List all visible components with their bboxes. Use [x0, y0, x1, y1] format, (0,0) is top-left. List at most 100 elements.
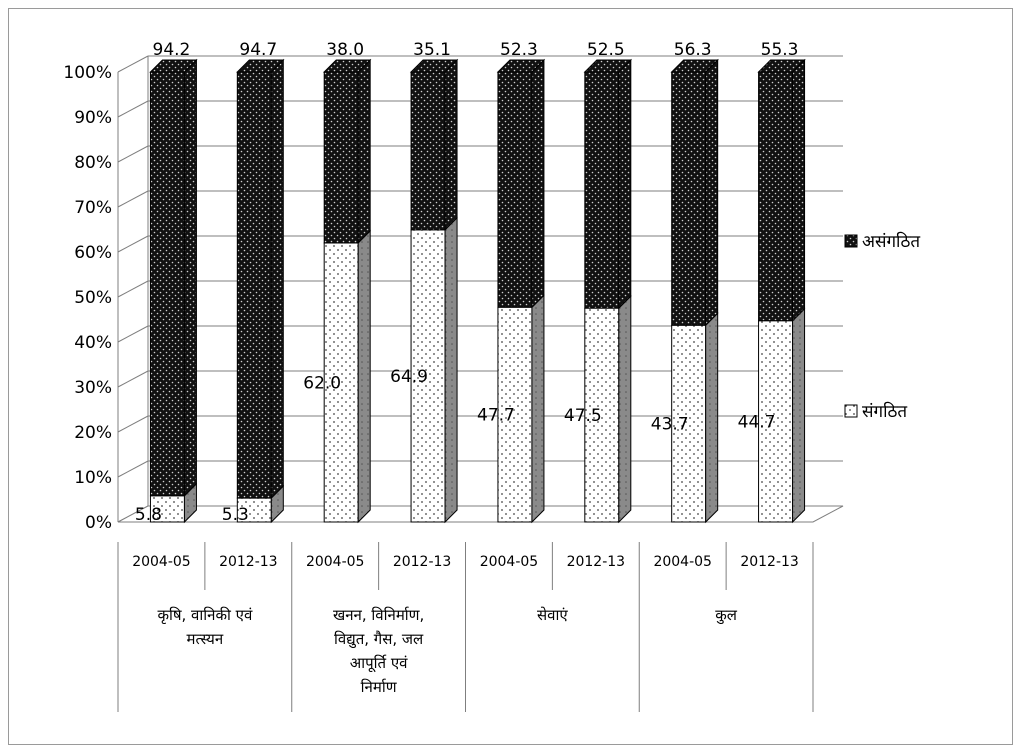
data-label-organized: 62.0 [303, 374, 341, 394]
data-label-unorganized: 94.7 [239, 40, 277, 60]
group-label: कुल [715, 606, 738, 625]
y-tick-label: 100% [63, 63, 112, 83]
group-label: आपूर्ति एवं [350, 654, 408, 673]
floor [117, 505, 844, 523]
legend-label: असंगठित [862, 231, 920, 252]
group-label: निर्माण [361, 678, 398, 696]
bar-unorganized [323, 71, 359, 244]
bar-organized [410, 229, 446, 523]
y-axis: 0% 10% 20% 30% 40% 50% 60% 70% 80% 90% 100% [63, 56, 844, 533]
data-label-organized: 43.7 [651, 415, 689, 435]
bar-unorganized-side [531, 58, 545, 309]
data-label-unorganized: 35.1 [413, 40, 451, 60]
data-label-organized: 5.8 [135, 505, 162, 525]
bar-top-face [322, 59, 372, 73]
gridline-side [117, 460, 149, 478]
y-tick-label: 20% [74, 423, 112, 443]
category-label: 2004-05 [306, 554, 365, 570]
category-label: 2012-13 [740, 554, 799, 570]
y-tick-label: 60% [74, 243, 112, 263]
gridline-side [117, 100, 149, 118]
y-tick-label: 80% [74, 153, 112, 173]
bar-organized-side [357, 229, 371, 524]
bar-unorganized [758, 71, 794, 322]
category-label: 2012-13 [219, 554, 278, 570]
gridline-side [117, 415, 149, 433]
bar-organized [323, 242, 359, 523]
y-tick-label: 0% [85, 513, 112, 533]
category-label: 2012-13 [393, 554, 452, 570]
y-tick-label: 90% [74, 108, 112, 128]
data-label-unorganized: 52.5 [587, 40, 625, 60]
bar-organized-side [531, 294, 545, 524]
bar-unorganized-side [705, 58, 719, 327]
group-label: मत्स्यन [187, 630, 224, 648]
y-tick-label: 40% [74, 333, 112, 353]
bar-top-face [583, 59, 633, 73]
bar-unorganized-side [270, 58, 284, 500]
bar-organized-side [792, 307, 806, 524]
data-label-unorganized: 94.2 [153, 40, 191, 60]
category-label: 2004-05 [480, 554, 539, 570]
bar-top-face [236, 59, 285, 73]
bar-unorganized [671, 71, 707, 326]
gridline-side [117, 325, 149, 343]
bar-unorganized-side [444, 58, 458, 232]
data-label-unorganized: 56.3 [674, 40, 712, 60]
data-label-unorganized: 52.3 [500, 40, 538, 60]
bar-organized-side [618, 295, 632, 524]
data-label-organized: 5.3 [222, 505, 249, 525]
data-label-unorganized: 55.3 [761, 40, 799, 60]
gridline-side [117, 55, 149, 73]
bar-unorganized [497, 71, 533, 308]
bar-top-face [409, 59, 459, 73]
legend-swatch [844, 404, 858, 418]
bar-unorganized-side [357, 58, 371, 245]
bar-unorganized [236, 71, 272, 499]
category-label: 2004-05 [653, 554, 712, 570]
bar-top-face [757, 59, 806, 73]
bar-unorganized [410, 71, 446, 231]
bar-organized [149, 495, 185, 523]
y-tick-label: 30% [74, 378, 112, 398]
data-label-organized: 47.7 [477, 406, 515, 426]
bar-organized-side [444, 216, 458, 524]
gridline-side [117, 190, 149, 208]
data-label-organized: 64.9 [390, 367, 428, 387]
gridlines [117, 55, 843, 523]
group-label: खनन, विनिर्माण, [333, 606, 424, 624]
bar-organized [671, 324, 707, 523]
bar-organized-side [705, 312, 719, 524]
y-tick-label: 10% [74, 468, 112, 488]
group-label: सेवाएं [537, 606, 568, 624]
category-label: 2012-13 [567, 554, 626, 570]
data-label-unorganized: 38.0 [326, 40, 364, 60]
data-label-organized: 47.5 [564, 406, 602, 426]
bars [149, 58, 806, 524]
group-label: कृषि, वानिकी एवं [157, 606, 253, 625]
gridline-side [117, 280, 149, 298]
bar-unorganized [149, 71, 185, 497]
bar-unorganized-side [618, 58, 632, 310]
data-labels: 94.2 5.8 94.7 5.3 38.0 62.0 35.1 64.9 52.3 47.7 52… [135, 40, 799, 525]
bar-organized [758, 320, 794, 523]
bar-unorganized [584, 71, 620, 309]
bar-organized-side [270, 484, 284, 524]
bar-organized-side [183, 482, 197, 524]
bar-top-face [496, 59, 546, 73]
category-label: 2004-05 [132, 554, 191, 570]
y-tick-label: 50% [74, 288, 112, 308]
group-label: विद्युत, गैस, जल [334, 630, 424, 649]
bar-organized [584, 307, 620, 523]
bar-unorganized-side [792, 58, 806, 323]
y-tick-label: 70% [74, 198, 112, 218]
gridline-side [117, 145, 149, 163]
bar-top-face [670, 59, 719, 73]
x-axis: 2004-05 2012-13 2004-05 2012-13 2004-05 2012-… [117, 542, 814, 712]
legend-label: संगठित [862, 401, 907, 422]
data-label-organized: 44.7 [738, 412, 776, 432]
legend-swatch [844, 234, 858, 248]
bar-unorganized-side [183, 58, 197, 498]
gridline-side [117, 370, 149, 388]
